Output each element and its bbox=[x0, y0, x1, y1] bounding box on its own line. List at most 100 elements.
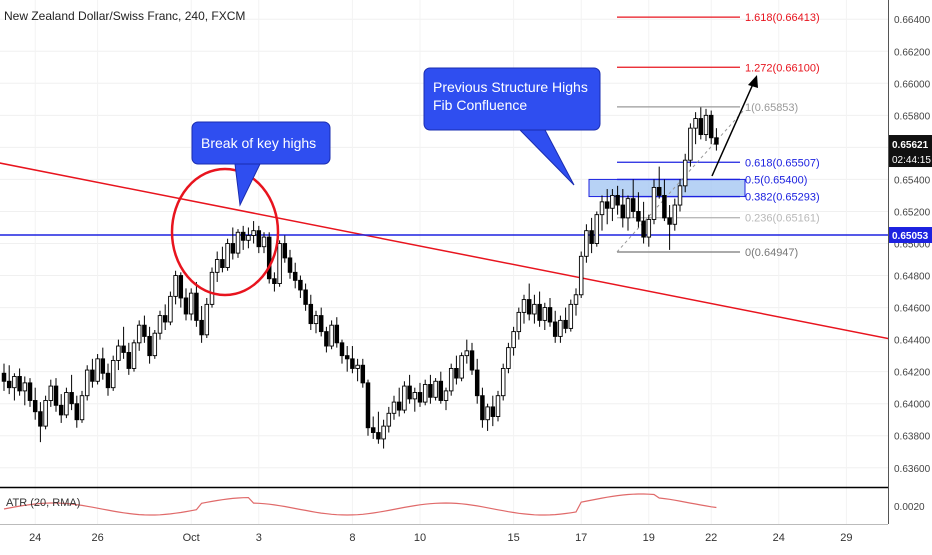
callout-box bbox=[191, 121, 331, 165]
candle-body bbox=[708, 114, 714, 139]
candle-body bbox=[235, 231, 241, 254]
candle-body bbox=[17, 376, 22, 392]
candle-body bbox=[339, 342, 345, 357]
candle-body bbox=[110, 359, 116, 389]
candle-body bbox=[464, 350, 470, 357]
candle-body bbox=[225, 243, 230, 268]
candle-body bbox=[350, 358, 355, 369]
x-tick-label: 24 bbox=[773, 532, 785, 544]
candle-body bbox=[90, 369, 95, 382]
current-price-label: 0.65621 bbox=[892, 140, 929, 151]
candle-body bbox=[573, 294, 579, 305]
candle-body bbox=[370, 427, 376, 433]
candle-body bbox=[688, 127, 693, 161]
candle-body bbox=[84, 369, 90, 397]
candle-body bbox=[630, 198, 636, 212]
grid bbox=[0, 0, 888, 524]
candle-body bbox=[495, 395, 501, 417]
fib-level-label: 0(0.64947) bbox=[745, 247, 798, 259]
candle-body bbox=[173, 275, 178, 297]
y-tick-label: 0.64000 bbox=[894, 400, 931, 411]
candle-body bbox=[287, 257, 293, 273]
candle-body bbox=[433, 380, 438, 398]
candle-body bbox=[6, 380, 12, 389]
candle-body bbox=[537, 303, 542, 321]
candle-body bbox=[474, 369, 480, 397]
fib-level-label: 0.5(0.65400) bbox=[745, 174, 807, 186]
candle-body bbox=[261, 236, 267, 248]
candle-body bbox=[12, 376, 17, 389]
candle-body bbox=[563, 319, 568, 329]
candle-body bbox=[157, 315, 163, 334]
candle-body bbox=[667, 217, 672, 225]
candle-body bbox=[220, 259, 225, 268]
support-price-badge bbox=[889, 227, 932, 244]
y-tick-label: 0.63800 bbox=[894, 432, 931, 443]
candle-body bbox=[594, 214, 600, 244]
candle-body bbox=[454, 368, 459, 379]
current-price-badge bbox=[889, 135, 932, 168]
candle-body bbox=[448, 368, 454, 392]
y-tick-label: 0.65200 bbox=[894, 207, 931, 218]
y-tick-label: 0.66400 bbox=[894, 15, 931, 26]
candle-body bbox=[292, 271, 298, 281]
candle-body bbox=[38, 411, 43, 427]
candle-body bbox=[547, 307, 553, 323]
callout-text: Break of key highs bbox=[201, 135, 316, 151]
candle-body bbox=[48, 385, 54, 401]
candle-body bbox=[636, 211, 641, 222]
candle-body bbox=[417, 392, 423, 403]
annotation-break-of-key-highs[interactable]: Break of key highs bbox=[191, 121, 331, 207]
callout-text: Fib Confluence bbox=[433, 97, 527, 113]
y-tick-label: 0.65400 bbox=[894, 175, 931, 186]
fib-level-label: 1.618(0.66413) bbox=[745, 12, 820, 24]
candle-body bbox=[194, 292, 199, 321]
y-tick-label: 0.66200 bbox=[894, 47, 931, 58]
x-tick-label: Oct bbox=[183, 532, 200, 544]
candle-body bbox=[344, 355, 350, 360]
candle-body bbox=[1, 372, 7, 382]
candle-body bbox=[178, 275, 184, 299]
candle-body bbox=[386, 412, 392, 427]
candle-body bbox=[22, 382, 28, 392]
candle-body bbox=[615, 194, 620, 206]
candle-body bbox=[251, 230, 256, 236]
candle-body bbox=[334, 324, 340, 344]
candle-body bbox=[672, 204, 678, 225]
candle-body bbox=[162, 315, 168, 323]
candle-body bbox=[568, 303, 574, 329]
candle-body bbox=[74, 403, 80, 421]
candle-body bbox=[64, 392, 69, 416]
candle-body bbox=[240, 231, 246, 241]
candle-body bbox=[69, 392, 74, 405]
candle-body bbox=[578, 255, 584, 296]
candle-body bbox=[516, 311, 522, 333]
candle-body bbox=[266, 236, 272, 280]
candle-body bbox=[646, 219, 652, 238]
candle-body bbox=[142, 324, 147, 337]
candle-body bbox=[95, 358, 100, 382]
candle-body bbox=[651, 186, 657, 220]
candle-body bbox=[27, 382, 33, 401]
y-tick-label: 0.64400 bbox=[894, 336, 931, 347]
candle-body bbox=[521, 299, 527, 313]
candle-body bbox=[183, 297, 189, 315]
x-tick-label: 26 bbox=[91, 532, 103, 544]
candle-body bbox=[500, 368, 506, 397]
candle-body bbox=[360, 364, 366, 384]
forecast-arrowhead bbox=[748, 75, 758, 88]
annotation-fib-confluence[interactable]: Previous Structure Highs Fib Confluence bbox=[423, 67, 601, 186]
trend-line[interactable] bbox=[0, 162, 914, 344]
candle-body bbox=[428, 384, 433, 398]
candle-body bbox=[610, 194, 615, 209]
candle-body bbox=[526, 299, 532, 315]
candle-body bbox=[43, 400, 48, 427]
y-tick-label: 0.65000 bbox=[894, 240, 931, 251]
candle-body bbox=[381, 425, 386, 440]
candle-body bbox=[506, 347, 511, 369]
fib-level-label: 0.382(0.65293) bbox=[745, 192, 820, 204]
candle-body bbox=[272, 278, 277, 284]
candle-body bbox=[105, 372, 111, 389]
